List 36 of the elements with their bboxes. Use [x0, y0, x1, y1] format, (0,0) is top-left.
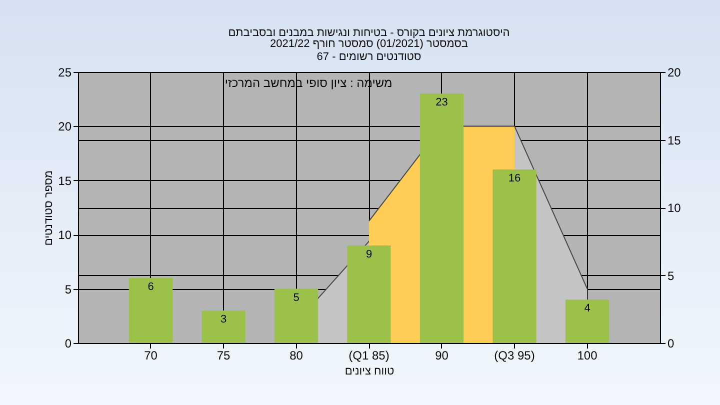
y-tick-label: 0	[64, 336, 72, 350]
x-tick-label: 90	[435, 348, 449, 362]
x-tick-label: 100	[577, 348, 598, 362]
y2-tick-label: 15	[668, 133, 682, 148]
bar	[202, 310, 246, 343]
y2-tick-label: 5	[668, 268, 674, 283]
bar	[347, 245, 391, 343]
chart-title: היסטוגרמת ציונים בקורס - בטיחות ונגישות במבנים ובסביבתם	[228, 27, 510, 39]
bar	[128, 278, 173, 343]
chart-subtitle: בסמסטר (01/2021) סמסטר חורף 2021/22 סטודנטים רשומים - 67	[270, 38, 468, 63]
x-tick-label: (Q3 95)	[494, 348, 535, 362]
data-label: 23	[436, 96, 448, 109]
bar	[420, 94, 464, 343]
data-label: 6	[148, 280, 154, 293]
data-label: 9	[366, 248, 372, 260]
y-tick-label: 10	[58, 228, 72, 242]
y-tick-label: 20	[58, 120, 72, 134]
y-axis-title: מספר סטודנטים	[43, 170, 56, 246]
x-tick-label: 75	[216, 348, 230, 362]
y-tick-label: 25	[58, 66, 72, 80]
y2-tick-label: 0	[668, 336, 674, 350]
y2-tick-label: 10	[668, 201, 682, 215]
y-tick-label: 15	[58, 174, 72, 188]
y-tick-label: 5	[64, 282, 72, 296]
bar	[565, 300, 610, 343]
y2-tick-label: 20	[668, 66, 682, 80]
data-label: 3	[220, 313, 227, 326]
data-label: 16	[508, 172, 521, 185]
x-axis-title: טווח ציונים	[344, 366, 394, 378]
data-label: 4	[584, 302, 590, 315]
data-label: 5	[293, 292, 300, 304]
bar	[274, 288, 318, 343]
x-tick-label: (Q1 85)	[348, 348, 390, 362]
x-tick-label: 70	[144, 348, 158, 362]
x-tick-label: 80	[290, 348, 304, 362]
bar	[492, 170, 536, 343]
